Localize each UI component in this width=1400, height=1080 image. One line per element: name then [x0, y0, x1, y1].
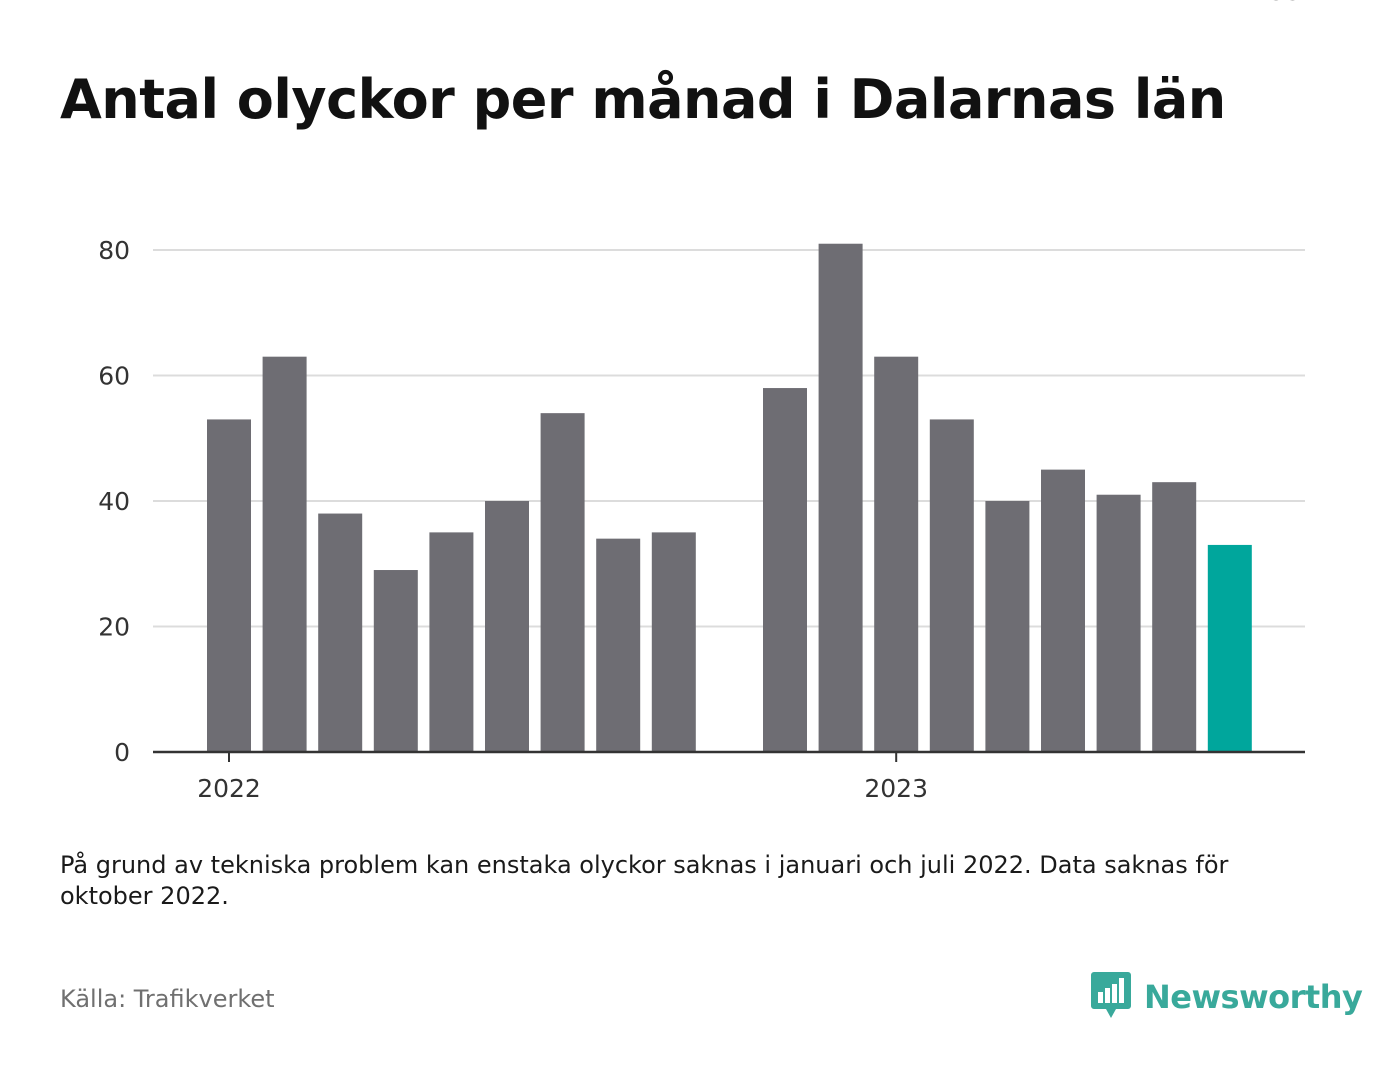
- y-tick-label: 0: [114, 738, 130, 767]
- y-tick-label: 60: [98, 362, 130, 391]
- source-label: Källa: Trafikverket: [60, 985, 275, 1013]
- x-tick-label: 2023: [864, 774, 928, 803]
- x-tick-label: 2022: [197, 774, 261, 803]
- brand-name: Newsworthy: [1144, 978, 1363, 1016]
- bar-2022-01: [207, 419, 251, 752]
- bar-2023-02: [929, 419, 974, 752]
- bar-2023-05: [1096, 494, 1141, 752]
- bar-2022-03: [318, 513, 363, 752]
- bar-2023-07: [1207, 544, 1252, 752]
- bar-2022-09: [651, 532, 696, 752]
- bar-2022-04: [373, 570, 418, 752]
- data-labels: 33: [1269, 0, 1302, 7]
- y-tick-label: 40: [98, 487, 130, 516]
- y-tick-label: 20: [98, 613, 130, 642]
- bar-2022-12: [818, 243, 863, 752]
- bar-chart-speech-bubble-icon: [1090, 970, 1132, 1024]
- bar-2022-11: [763, 388, 807, 752]
- bar-2023-01: [874, 356, 919, 752]
- bar-2023-04: [1041, 469, 1085, 752]
- y-tick-label: 80: [98, 236, 130, 265]
- bar-2023-06: [1152, 482, 1197, 752]
- bar-2022-05: [429, 532, 474, 752]
- bar-2022-08: [596, 538, 641, 752]
- footnote: På grund av tekniska problem kan enstaka…: [60, 851, 1229, 910]
- axes: 0 20 40 60 80 2022 2023: [98, 236, 1305, 803]
- bar-chart: 0 20 40 60 80 2022 2023 33: [98, 0, 1305, 803]
- bar-2022-06: [485, 501, 529, 752]
- chart-title: Antal olyckor per månad i Dalarnas län: [60, 68, 1226, 131]
- bar-2022-07: [540, 413, 585, 752]
- bars: [207, 243, 1252, 752]
- bar-2023-03: [985, 501, 1030, 752]
- newsworthy-logo[interactable]: Newsworthy: [1090, 970, 1363, 1024]
- data-label-2023-08: 33: [1269, 0, 1302, 7]
- bar-2022-02: [262, 356, 307, 752]
